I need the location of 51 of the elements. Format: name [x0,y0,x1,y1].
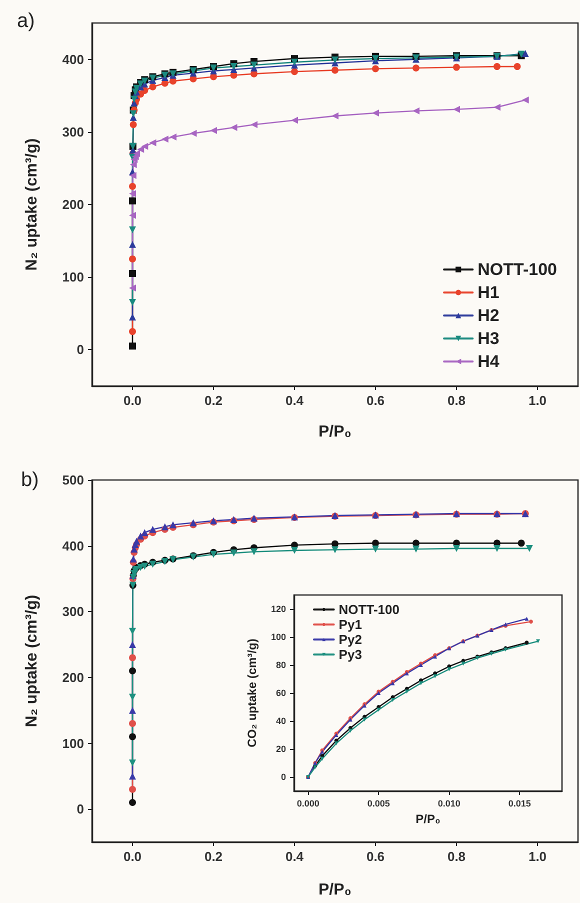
x-tick-label: 1.0 [528,393,547,408]
x-tick-label: 0.015 [508,798,531,808]
y-tick-label: 0 [76,802,84,817]
x-tick-label: 0.4 [285,849,304,864]
y-tick-label: 0 [280,772,286,782]
y-tick-label: 100 [270,632,286,642]
x-tick-label: 0.2 [204,849,223,864]
y-axis-title: CO₂ uptake (cm³/g) [245,638,259,748]
y-tick-label: 400 [62,52,84,67]
chart-title: b) [21,469,39,491]
x-tick-label: 0.0 [123,849,142,864]
y-axis-title: N₂ uptake (cm³/g) [24,138,40,271]
y-tick-label: 60 [276,688,286,698]
x-tick-label: 0.010 [438,798,460,808]
x-axis-title: P/P₀ [318,882,352,898]
x-tick-label: 1.0 [528,849,547,864]
chart-title: a) [17,10,35,32]
y-tick-label: 20 [276,744,286,754]
x-tick-label: 0.000 [296,798,320,808]
x-tick-label: 0.0 [123,393,142,408]
y-tick-label: 120 [270,604,286,614]
legend-label: Py2 [338,632,362,647]
legend-label: H1 [478,283,500,302]
x-tick-label: 0.8 [447,849,466,864]
legend-label: H4 [478,352,500,371]
y-tick-label: 200 [62,670,84,685]
legend-label: NOTT-100 [338,602,400,617]
legend-label: Py3 [338,647,362,662]
y-tick-label: 500 [62,472,84,488]
x-axis-title: P/P₀ [318,424,352,440]
x-tick-label: 0.2 [204,393,223,408]
y-tick-label: 100 [62,270,84,285]
y-tick-label: 80 [276,660,286,670]
x-tick-label: 0.4 [285,393,304,408]
y-axis-title: N₂ uptake (cm³/g) [24,594,40,728]
y-tick-label: 300 [62,124,84,140]
x-tick-label: 0.8 [447,393,466,408]
y-tick-label: 400 [62,538,84,554]
legend-label: NOTT-100 [478,260,558,279]
y-tick-label: 300 [62,604,84,620]
legend-label: H3 [478,329,500,348]
x-tick-label: 0.6 [366,393,385,408]
y-tick-label: 200 [62,197,84,212]
legend-label: H2 [478,306,500,325]
y-tick-label: 100 [62,736,84,751]
x-tick-label: 0.6 [366,849,385,864]
y-tick-label: 0 [76,342,84,358]
legend-label: Py1 [338,617,362,632]
x-tick-label: 0.005 [367,798,390,808]
y-tick-label: 40 [276,716,286,726]
x-axis-title: P/P₀ [416,812,440,826]
